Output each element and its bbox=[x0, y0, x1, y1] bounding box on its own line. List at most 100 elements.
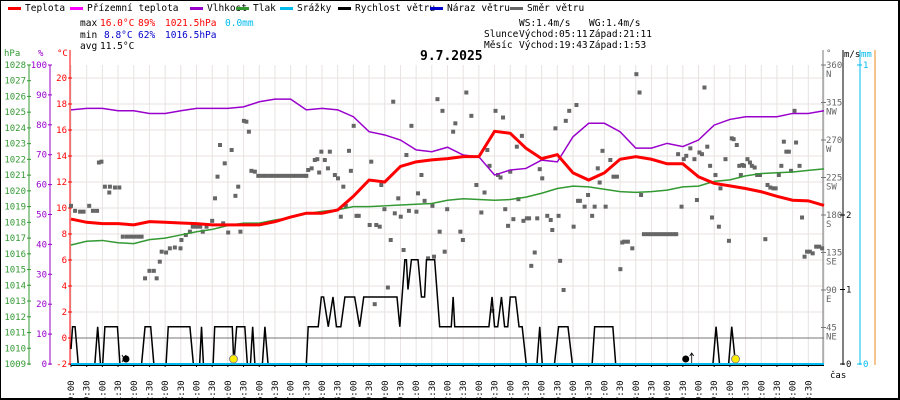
wind-direction-point bbox=[653, 232, 658, 237]
wind-direction-point bbox=[810, 251, 815, 256]
series-pressure-line bbox=[70, 168, 825, 246]
wind-direction-point bbox=[768, 185, 773, 190]
wind-direction-point bbox=[229, 148, 234, 153]
wind-direction-point bbox=[757, 173, 762, 178]
wind-direction-point bbox=[336, 176, 341, 181]
sunrise-time: Východ:05:11 bbox=[519, 29, 588, 40]
wind-direction-point bbox=[282, 173, 287, 178]
temperature-tick-label: 2 bbox=[62, 308, 67, 318]
time-tick-label: 22:00 bbox=[757, 380, 767, 400]
stats-min-humidity: 62% bbox=[138, 30, 156, 41]
wind-direction-point bbox=[275, 173, 280, 178]
temperature-tick-label: 6 bbox=[62, 256, 67, 266]
wind-direction-point bbox=[343, 203, 348, 208]
stats-max-label: max bbox=[80, 18, 98, 29]
direction-axis-unit: ° bbox=[826, 49, 831, 59]
wind-direction-point bbox=[306, 168, 311, 173]
wind-direction-point bbox=[422, 198, 427, 203]
legend-item: Vlhkost bbox=[190, 3, 247, 14]
direction-tick-label: 270 bbox=[826, 136, 842, 146]
wind-tick-label: 1 bbox=[846, 286, 851, 296]
wind-direction-point bbox=[167, 246, 172, 251]
humidity-tick-label: 30 bbox=[36, 270, 47, 280]
wind-direction-point bbox=[474, 183, 479, 188]
legend-label: Rychlost větru bbox=[355, 3, 436, 14]
wind-direction-point bbox=[179, 238, 184, 243]
legend-swatch bbox=[70, 7, 83, 10]
wind-direction-point bbox=[95, 208, 100, 213]
wind-direction-point bbox=[540, 176, 545, 181]
direction-compass-label: E bbox=[826, 295, 831, 305]
legend-label: Teplota bbox=[25, 3, 66, 14]
wind-axis-unit: m/s bbox=[844, 50, 860, 60]
stats-avg-label: avg bbox=[80, 41, 98, 52]
time-tick-label: 13:30 bbox=[491, 380, 501, 400]
wind-direction-point bbox=[550, 228, 555, 233]
wind-direction-point bbox=[731, 137, 736, 142]
time-tick-label: 18:30 bbox=[647, 380, 657, 400]
wind-direction-point bbox=[309, 166, 314, 171]
wind-direction-point bbox=[558, 258, 563, 263]
wind-direction-point bbox=[426, 256, 431, 261]
wind-direction-point bbox=[286, 173, 291, 178]
wind-direction-point bbox=[521, 218, 526, 223]
sunrise-sun-icon bbox=[229, 354, 239, 364]
wind-direction-point bbox=[586, 193, 591, 198]
legend-item: Tlak bbox=[236, 3, 276, 14]
stats-avg-temp: 11.5°C bbox=[100, 41, 135, 52]
wind-direction-point bbox=[723, 157, 728, 162]
legend-label: Směr větru bbox=[527, 3, 585, 14]
humidity-tick-label: 50 bbox=[36, 211, 47, 221]
time-tick-label: 05:30 bbox=[240, 380, 250, 400]
wind-direction-point bbox=[496, 173, 501, 178]
wind-direction-point bbox=[479, 210, 484, 215]
stats-max-pressure: 1021.5hPa bbox=[165, 18, 217, 29]
wind-direction-point bbox=[107, 184, 112, 189]
wind-direction-point bbox=[676, 152, 681, 157]
wind-direction-point bbox=[435, 97, 440, 102]
wind-direction-point bbox=[516, 197, 521, 202]
wind-direction-point bbox=[301, 173, 306, 178]
wind-direction-point bbox=[69, 203, 73, 208]
direction-compass-label: NE bbox=[826, 333, 837, 343]
wind-direction-point bbox=[792, 108, 797, 113]
wind-direction-point bbox=[385, 285, 390, 290]
wind-direction-point bbox=[238, 229, 243, 234]
time-tick-label: 16:00 bbox=[569, 380, 579, 400]
wind-direction-point bbox=[548, 218, 553, 223]
wind-direction-point bbox=[117, 185, 122, 190]
wind-direction-point bbox=[319, 149, 324, 154]
wind-direction-point bbox=[529, 263, 534, 268]
wind-direction-point bbox=[603, 204, 608, 209]
direction-compass-label: SW bbox=[826, 183, 837, 193]
wind-direction-point bbox=[738, 173, 743, 178]
wind-direction-point bbox=[524, 216, 529, 221]
pressure-tick-label: 1025 bbox=[4, 108, 26, 118]
wind-direction-point bbox=[124, 234, 129, 239]
wind-direction-point bbox=[734, 143, 739, 148]
wind-direction-point bbox=[304, 173, 309, 178]
stats-rain: 0.0mm bbox=[225, 18, 254, 29]
wind-direction-point bbox=[469, 113, 474, 118]
pressure-tick-label: 1019 bbox=[4, 203, 26, 213]
wind-direction-point bbox=[312, 158, 317, 163]
direction-compass-label: NW bbox=[826, 108, 837, 118]
wind-direction-point bbox=[432, 254, 437, 259]
time-tick-label: 06:30 bbox=[271, 380, 281, 400]
wind-direction-point bbox=[99, 159, 104, 164]
wind-direction-point bbox=[511, 217, 516, 222]
wind-direction-point bbox=[112, 185, 117, 190]
wind-direction-point bbox=[351, 123, 356, 128]
wind-direction-point bbox=[716, 224, 721, 229]
pressure-tick-label: 1026 bbox=[4, 92, 26, 102]
time-tick-label: 19:00 bbox=[663, 380, 673, 400]
wind-direction-point bbox=[445, 207, 450, 212]
wind-direction-point bbox=[660, 232, 665, 237]
temperature-tick-label: 14 bbox=[56, 152, 67, 162]
wind-direction-point bbox=[374, 223, 379, 228]
wind-direction-point bbox=[681, 157, 686, 162]
temperature-tick-label: 4 bbox=[62, 282, 67, 292]
wind-direction-point bbox=[249, 168, 254, 173]
wind-direction-point bbox=[708, 163, 713, 168]
time-tick-label: 04:00 bbox=[193, 380, 203, 400]
